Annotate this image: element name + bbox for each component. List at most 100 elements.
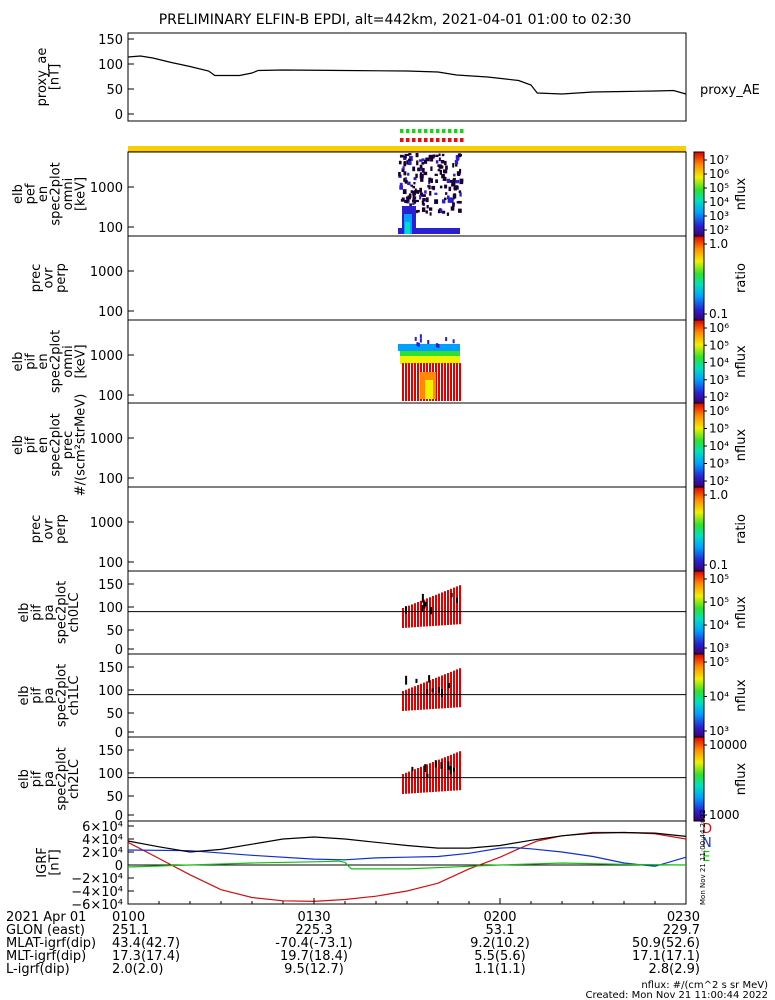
pitch-angle-pixel: [424, 601, 427, 607]
y-axis-label-line: pef: [24, 183, 39, 204]
y-tick-label: 100: [98, 601, 123, 616]
colorbar-tick-label: 10⁴: [709, 356, 729, 370]
y-tick-label: 0: [115, 859, 123, 874]
pitch-angle-pixel: [453, 587, 455, 625]
flag-dash-green: [442, 129, 446, 133]
y-axis-label-line: spec2plot: [49, 413, 64, 476]
spectrogram-pixel: [404, 181, 408, 184]
x-column-value: 19.7(18.4): [280, 949, 348, 964]
y-axis-label-line: pif: [30, 604, 45, 621]
spectrogram-pixel: [444, 363, 446, 401]
flag-dash-red: [442, 138, 446, 142]
x-row-label: MLAT-igrf(dip): [6, 936, 96, 951]
colorbar-tick-label: 10⁴: [709, 618, 729, 632]
y-axis-label-line: en: [36, 186, 51, 202]
y-tick-label: 50: [106, 790, 123, 805]
spectrogram-pixel: [413, 181, 416, 185]
spectrogram-pixel: [428, 180, 431, 185]
pitch-angle-pixel: [459, 585, 461, 625]
footer-created: Created: Mon Nov 21 11:00:44 2022: [585, 990, 768, 1000]
colorbar-tick-label: 0.1: [709, 558, 728, 572]
spectrogram-pixel: [420, 177, 424, 182]
y-axis-label-line: pa: [42, 771, 57, 787]
y-axis-label-line: [nT]: [48, 849, 63, 875]
spectrogram-pixel: [438, 363, 440, 401]
y-axis-label-line: IGRF: [35, 847, 50, 877]
y-axis-label-line: elb: [11, 435, 26, 455]
spectrogram-pixel: [404, 177, 407, 181]
spectrogram-pixel: [419, 164, 423, 169]
spectrogram-pixel: [405, 363, 407, 401]
spectrogram-pixel: [421, 200, 425, 205]
spectrogram-pixel: [455, 179, 460, 184]
spectrogram-pixel: [412, 197, 416, 203]
y-axis-label-line: elb: [11, 184, 26, 204]
pitch-angle-pixel: [405, 772, 407, 794]
spectrogram-pixel: [425, 210, 428, 214]
spectrogram-pixel: [416, 210, 420, 213]
spectrogram-pixel: [408, 363, 410, 401]
colorbar-tick-label: 10⁴: [709, 439, 729, 453]
flag-dash-green: [400, 129, 404, 133]
spectrogram-pixel: [432, 154, 436, 158]
pitch-angle-pixel: [440, 689, 443, 697]
y-tick-label: 1000: [90, 349, 123, 364]
legend-entry-e: E: [702, 850, 710, 865]
spectrogram-pixel: [414, 336, 417, 341]
y-axis-label-line: elb: [17, 686, 32, 706]
spectrogram-pixel: [417, 342, 420, 347]
spectrogram-pixel: [400, 199, 404, 202]
spectrogram-pixel: [410, 184, 414, 187]
x-row-label: L-igrf(dip): [6, 962, 70, 977]
spectrogram-pixel: [458, 208, 462, 213]
spectrogram-pixel: [415, 173, 418, 178]
spectrogram-pixel: [400, 356, 460, 364]
x-column-value: 2.0(2.0): [112, 962, 164, 977]
spectrogram-pixel: [414, 363, 416, 401]
pitch-angle-pixel: [405, 689, 407, 711]
series-line-n: [127, 846, 687, 867]
pitch-angle-pixel: [423, 601, 426, 609]
flag-dash-red: [406, 138, 410, 142]
y-axis-label-line: elb: [17, 769, 32, 789]
series-line-e: [127, 860, 687, 870]
spectrogram-pixel: [421, 207, 426, 212]
y-tick-label: 100: [98, 221, 123, 236]
spectrogram-pixel: [442, 169, 447, 173]
panel-frame: [127, 32, 687, 122]
colorbar-tick-label: 10⁴: [709, 690, 729, 704]
spectrogram-pixel: [410, 190, 413, 194]
spectrogram-pixel: [403, 171, 407, 176]
spectrogram-pixel: [407, 161, 412, 166]
spectrogram-pixel: [437, 209, 441, 214]
pitch-angle-pixel: [423, 765, 425, 793]
pitch-angle-pixel: [415, 678, 418, 684]
pitch-angle-pixel: [456, 752, 458, 791]
pitch-angle-pixel: [417, 685, 419, 710]
y-axis-label-line: pif: [30, 770, 45, 787]
y-tick-label: 0: [115, 108, 123, 123]
y-tick-label: 0: [115, 726, 123, 741]
spectrogram-pixel: [419, 187, 423, 193]
spectrogram-pixel: [434, 173, 438, 176]
y-axis-label-line: ovr: [42, 267, 57, 289]
spectrogram-pixel: [455, 155, 460, 160]
flag-dash-green: [460, 129, 464, 133]
spectrogram-pixel: [459, 192, 462, 197]
y-axis-label-line: omni: [61, 345, 76, 377]
flag-dash-red: [436, 138, 440, 142]
spectrogram-pixel: [441, 174, 445, 179]
pitch-angle-pixel: [408, 688, 410, 711]
spectrogram-pixel: [450, 363, 452, 401]
spectrogram-pixel: [399, 185, 403, 190]
pitch-angle-pixel: [408, 605, 410, 628]
x-column-value: 0100: [112, 910, 145, 925]
pitch-angle-pixel: [435, 594, 437, 626]
pitch-angle-pixel: [438, 759, 440, 792]
spectrogram-pixel: [411, 199, 416, 203]
spectrogram-pixel: [423, 171, 428, 176]
x-column-value: 53.1: [486, 923, 515, 938]
